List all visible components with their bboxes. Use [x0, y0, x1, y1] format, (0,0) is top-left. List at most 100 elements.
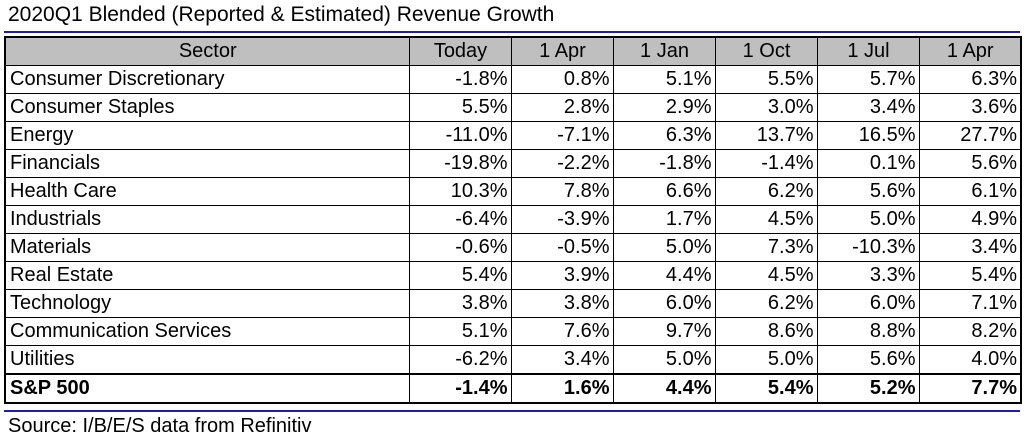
value-cell: 6.2%	[714, 177, 818, 206]
value-cell: 7.6%	[510, 317, 614, 346]
sector-cell: Consumer Discretionary	[4, 65, 410, 94]
value-cell: 3.6%	[918, 93, 1022, 122]
value-cell: 3.8%	[408, 289, 512, 318]
value-cell: 6.3%	[612, 121, 716, 150]
value-cell: -11.0%	[408, 121, 512, 150]
value-cell: 10.3%	[408, 177, 512, 206]
value-cell: 4.5%	[714, 261, 818, 290]
source-note: Source: I/B/E/S data from Refinitiv	[8, 415, 312, 437]
value-cell: 5.1%	[408, 317, 512, 346]
value-cell: -1.4%	[714, 149, 818, 178]
value-cell: 7.1%	[918, 289, 1022, 318]
value-cell: 3.4%	[918, 233, 1022, 262]
value-cell: 5.4%	[918, 261, 1022, 290]
header-1-jan: 1 Jan	[612, 36, 716, 66]
value-cell: 6.0%	[612, 289, 716, 318]
value-cell: 5.5%	[714, 65, 818, 94]
value-cell: -1.8%	[612, 149, 716, 178]
table-row: Communication Services 5.1% 7.6% 9.7% 8.6% 8.…	[4, 317, 1022, 346]
value-cell: 0.8%	[510, 65, 614, 94]
value-cell: 8.6%	[714, 317, 818, 346]
value-cell: -1.4%	[408, 373, 512, 404]
value-cell: 16.5%	[816, 121, 920, 150]
value-cell: 2.8%	[510, 93, 614, 122]
value-cell: 4.0%	[918, 345, 1022, 375]
value-cell: 5.6%	[918, 149, 1022, 178]
chart-title: 2020Q1 Blended (Reported & Estimated) Re…	[8, 3, 555, 26]
value-cell: 27.7%	[918, 121, 1022, 150]
table-row: Financials -19.8% -2.2% -1.8% -1.4% 0.1% 5.6%	[4, 149, 1022, 178]
sector-cell: Utilities	[4, 345, 410, 375]
value-cell: 6.3%	[918, 65, 1022, 94]
value-cell: 4.5%	[714, 205, 818, 234]
value-cell: 4.4%	[612, 261, 716, 290]
value-cell: -3.9%	[510, 205, 614, 234]
value-cell: 6.0%	[816, 289, 920, 318]
value-cell: 2.9%	[612, 93, 716, 122]
table-body: Consumer Discretionary -1.8% 0.8% 5.1% 5.5% 5…	[4, 65, 1022, 404]
value-cell: 5.4%	[714, 373, 818, 404]
value-cell: -6.4%	[408, 205, 512, 234]
table-row: Industrials -6.4% -3.9% 1.7% 4.5% 5.0% 4.9%	[4, 205, 1022, 234]
sector-cell: Industrials	[4, 205, 410, 234]
value-cell: 6.6%	[612, 177, 716, 206]
sector-cell: Materials	[4, 233, 410, 262]
value-cell: 7.3%	[714, 233, 818, 262]
table-row: Real Estate 5.4% 3.9% 4.4% 4.5% 3.3% 5.4%	[4, 261, 1022, 290]
sector-cell: Communication Services	[4, 317, 410, 346]
value-cell: 7.7%	[918, 373, 1022, 404]
value-cell: 6.2%	[714, 289, 818, 318]
value-cell: 8.2%	[918, 317, 1022, 346]
table-row: Materials -0.6% -0.5% 5.0% 7.3% -10.3% 3.4%	[4, 233, 1022, 262]
table-row: Technology 3.8% 3.8% 6.0% 6.2% 6.0% 7.1%	[4, 289, 1022, 318]
header-1-apr: 1 Apr	[510, 36, 614, 66]
value-cell: 9.7%	[612, 317, 716, 346]
value-cell: 13.7%	[714, 121, 818, 150]
value-cell: 3.4%	[816, 93, 920, 122]
table-row: Consumer Staples 5.5% 2.8% 2.9% 3.0% 3.4% 3.6%	[4, 93, 1022, 122]
value-cell: 5.5%	[408, 93, 512, 122]
sector-cell: Energy	[4, 121, 410, 150]
value-cell: -7.1%	[510, 121, 614, 150]
value-cell: 5.0%	[612, 233, 716, 262]
table-row: Consumer Discretionary -1.8% 0.8% 5.1% 5.5% 5…	[4, 65, 1022, 94]
value-cell: 0.1%	[816, 149, 920, 178]
value-cell: 5.6%	[816, 177, 920, 206]
value-cell: -0.6%	[408, 233, 512, 262]
sector-cell: Technology	[4, 289, 410, 318]
value-cell: 1.7%	[612, 205, 716, 234]
sector-cell: Real Estate	[4, 261, 410, 290]
value-cell: 5.0%	[816, 205, 920, 234]
value-cell: -19.8%	[408, 149, 512, 178]
sector-cell: Financials	[4, 149, 410, 178]
header-1-apr-prior: 1 Apr	[918, 36, 1022, 66]
sector-cell: S&P 500	[4, 373, 410, 404]
value-cell: -1.8%	[408, 65, 512, 94]
header-sector: Sector	[4, 36, 410, 66]
total-row: S&P 500 -1.4% 1.6% 4.4% 5.4% 5.2% 7.7%	[4, 373, 1022, 404]
value-cell: 6.1%	[918, 177, 1022, 206]
header-today: Today	[408, 36, 512, 66]
value-cell: 3.3%	[816, 261, 920, 290]
sector-cell: Health Care	[4, 177, 410, 206]
value-cell: -6.2%	[408, 345, 512, 375]
value-cell: 7.8%	[510, 177, 614, 206]
value-cell: 5.0%	[714, 345, 818, 375]
value-cell: 4.9%	[918, 205, 1022, 234]
value-cell: -0.5%	[510, 233, 614, 262]
value-cell: 5.0%	[612, 345, 716, 375]
value-cell: 4.4%	[612, 373, 716, 404]
value-cell: 3.4%	[510, 345, 614, 375]
value-cell: -2.2%	[510, 149, 614, 178]
value-cell: 5.4%	[408, 261, 512, 290]
value-cell: 5.7%	[816, 65, 920, 94]
title-rule	[4, 31, 1020, 33]
header-row: Sector Today 1 Apr 1 Jan 1 Oct 1 Jul 1 A…	[4, 36, 1022, 66]
table-row: Energy -11.0% -7.1% 6.3% 13.7% 16.5% 27.7%	[4, 121, 1022, 150]
value-cell: 3.9%	[510, 261, 614, 290]
table-row: Health Care 10.3% 7.8% 6.6% 6.2% 5.6% 6.1%	[4, 177, 1022, 206]
value-cell: 5.2%	[816, 373, 920, 404]
revenue-growth-table: Sector Today 1 Apr 1 Jan 1 Oct 1 Jul 1 A…	[4, 36, 1022, 404]
value-cell: 8.8%	[816, 317, 920, 346]
sector-cell: Consumer Staples	[4, 93, 410, 122]
